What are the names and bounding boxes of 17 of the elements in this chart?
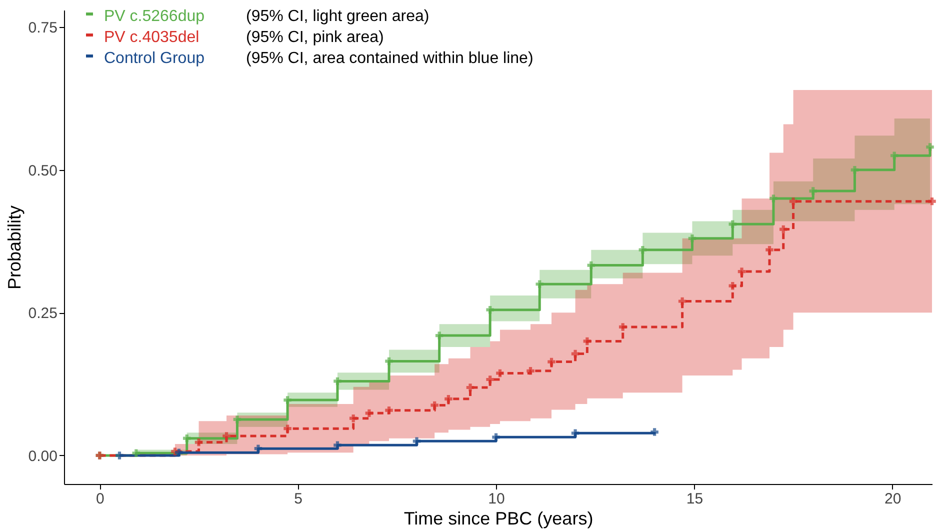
legend-label: Control Group bbox=[104, 50, 205, 67]
x-tick-label: 10 bbox=[488, 490, 505, 508]
y-tick-label: 0.00 bbox=[28, 448, 58, 465]
x-tick-label: 20 bbox=[884, 490, 902, 508]
legend-label: PV c.4035del bbox=[104, 29, 200, 46]
annotation: (95% CI, light green area) bbox=[246, 8, 430, 25]
y-tick-label: 0.50 bbox=[28, 162, 58, 180]
x-tick-label: 0 bbox=[96, 490, 104, 508]
x-tick-label: 5 bbox=[294, 490, 303, 508]
legend-label: PV c.5266dup bbox=[104, 8, 205, 25]
y-tick-label: 0.75 bbox=[28, 20, 58, 37]
y-tick-label: 0.25 bbox=[28, 305, 58, 322]
y-axis-title: Probability bbox=[4, 205, 24, 290]
annotation: (95% CI, area contained within blue line) bbox=[246, 50, 534, 67]
x-axis-title: Time since PBC (years) bbox=[404, 508, 594, 528]
annotation: (95% CI, pink area) bbox=[246, 29, 384, 46]
x-tick-label: 15 bbox=[686, 490, 704, 508]
